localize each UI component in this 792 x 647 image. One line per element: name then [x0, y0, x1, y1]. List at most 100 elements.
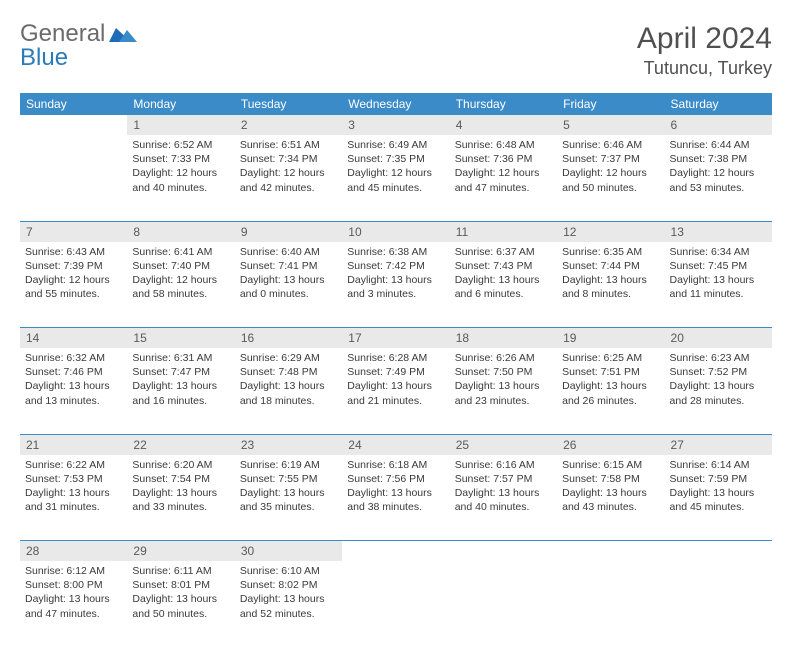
day-cell: Sunrise: 6:14 AMSunset: 7:59 PMDaylight:… [665, 455, 772, 541]
daynum-row: 14151617181920 [20, 328, 772, 349]
day-cell [557, 561, 664, 647]
day-number: 23 [235, 434, 342, 455]
weekday-header: Monday [127, 93, 234, 115]
header: General Blue April 2024 Tutuncu, Turkey [20, 22, 772, 79]
day-cell: Sunrise: 6:31 AMSunset: 7:47 PMDaylight:… [127, 348, 234, 434]
day-number: 29 [127, 541, 234, 562]
day-number: 3 [342, 115, 449, 135]
day-cell: Sunrise: 6:44 AMSunset: 7:38 PMDaylight:… [665, 135, 772, 221]
weekday-header-row: SundayMondayTuesdayWednesdayThursdayFrid… [20, 93, 772, 115]
day-info: Sunrise: 6:10 AMSunset: 8:02 PMDaylight:… [240, 564, 337, 621]
day-info: Sunrise: 6:28 AMSunset: 7:49 PMDaylight:… [347, 351, 444, 408]
calendar-body: 123456Sunrise: 6:52 AMSunset: 7:33 PMDay… [20, 115, 772, 647]
day-cell [20, 135, 127, 221]
day-cell: Sunrise: 6:52 AMSunset: 7:33 PMDaylight:… [127, 135, 234, 221]
day-number: 6 [665, 115, 772, 135]
day-info: Sunrise: 6:31 AMSunset: 7:47 PMDaylight:… [132, 351, 229, 408]
day-cell: Sunrise: 6:51 AMSunset: 7:34 PMDaylight:… [235, 135, 342, 221]
weekday-header: Saturday [665, 93, 772, 115]
day-number: 20 [665, 328, 772, 349]
day-number: 15 [127, 328, 234, 349]
week-row: Sunrise: 6:52 AMSunset: 7:33 PMDaylight:… [20, 135, 772, 221]
weekday-header: Sunday [20, 93, 127, 115]
day-number: 5 [557, 115, 664, 135]
week-row: Sunrise: 6:22 AMSunset: 7:53 PMDaylight:… [20, 455, 772, 541]
day-number: 12 [557, 221, 664, 242]
weekday-header: Thursday [450, 93, 557, 115]
day-number: 11 [450, 221, 557, 242]
day-number: 30 [235, 541, 342, 562]
day-cell: Sunrise: 6:34 AMSunset: 7:45 PMDaylight:… [665, 242, 772, 328]
day-cell: Sunrise: 6:46 AMSunset: 7:37 PMDaylight:… [557, 135, 664, 221]
daynum-row: 78910111213 [20, 221, 772, 242]
day-cell [665, 561, 772, 647]
weekday-header: Wednesday [342, 93, 449, 115]
day-info: Sunrise: 6:51 AMSunset: 7:34 PMDaylight:… [240, 138, 337, 195]
day-info: Sunrise: 6:49 AMSunset: 7:35 PMDaylight:… [347, 138, 444, 195]
day-info: Sunrise: 6:44 AMSunset: 7:38 PMDaylight:… [670, 138, 767, 195]
day-cell: Sunrise: 6:29 AMSunset: 7:48 PMDaylight:… [235, 348, 342, 434]
week-row: Sunrise: 6:43 AMSunset: 7:39 PMDaylight:… [20, 242, 772, 328]
day-number: 1 [127, 115, 234, 135]
day-info: Sunrise: 6:14 AMSunset: 7:59 PMDaylight:… [670, 458, 767, 515]
day-number [342, 541, 449, 562]
day-number: 2 [235, 115, 342, 135]
weekday-header: Tuesday [235, 93, 342, 115]
day-number: 16 [235, 328, 342, 349]
daynum-row: 282930 [20, 541, 772, 562]
day-info: Sunrise: 6:26 AMSunset: 7:50 PMDaylight:… [455, 351, 552, 408]
day-cell: Sunrise: 6:11 AMSunset: 8:01 PMDaylight:… [127, 561, 234, 647]
day-cell: Sunrise: 6:25 AMSunset: 7:51 PMDaylight:… [557, 348, 664, 434]
day-cell: Sunrise: 6:19 AMSunset: 7:55 PMDaylight:… [235, 455, 342, 541]
day-cell: Sunrise: 6:43 AMSunset: 7:39 PMDaylight:… [20, 242, 127, 328]
day-info: Sunrise: 6:25 AMSunset: 7:51 PMDaylight:… [562, 351, 659, 408]
day-number: 13 [665, 221, 772, 242]
day-cell: Sunrise: 6:32 AMSunset: 7:46 PMDaylight:… [20, 348, 127, 434]
calendar-table: SundayMondayTuesdayWednesdayThursdayFrid… [20, 93, 772, 647]
brand-logo: General Blue [20, 22, 137, 70]
brand-part1: General [20, 20, 105, 47]
day-cell: Sunrise: 6:18 AMSunset: 7:56 PMDaylight:… [342, 455, 449, 541]
day-number: 25 [450, 434, 557, 455]
day-cell: Sunrise: 6:10 AMSunset: 8:02 PMDaylight:… [235, 561, 342, 647]
day-cell: Sunrise: 6:41 AMSunset: 7:40 PMDaylight:… [127, 242, 234, 328]
day-info: Sunrise: 6:46 AMSunset: 7:37 PMDaylight:… [562, 138, 659, 195]
day-number: 27 [665, 434, 772, 455]
day-info: Sunrise: 6:22 AMSunset: 7:53 PMDaylight:… [25, 458, 122, 515]
title-block: April 2024 Tutuncu, Turkey [637, 22, 772, 79]
day-cell: Sunrise: 6:26 AMSunset: 7:50 PMDaylight:… [450, 348, 557, 434]
day-number: 22 [127, 434, 234, 455]
day-info: Sunrise: 6:19 AMSunset: 7:55 PMDaylight:… [240, 458, 337, 515]
day-cell: Sunrise: 6:20 AMSunset: 7:54 PMDaylight:… [127, 455, 234, 541]
day-cell: Sunrise: 6:37 AMSunset: 7:43 PMDaylight:… [450, 242, 557, 328]
day-info: Sunrise: 6:43 AMSunset: 7:39 PMDaylight:… [25, 245, 122, 302]
day-number: 9 [235, 221, 342, 242]
day-cell: Sunrise: 6:12 AMSunset: 8:00 PMDaylight:… [20, 561, 127, 647]
month-title: April 2024 [637, 22, 772, 56]
day-info: Sunrise: 6:11 AMSunset: 8:01 PMDaylight:… [132, 564, 229, 621]
day-cell: Sunrise: 6:16 AMSunset: 7:57 PMDaylight:… [450, 455, 557, 541]
day-info: Sunrise: 6:29 AMSunset: 7:48 PMDaylight:… [240, 351, 337, 408]
day-cell: Sunrise: 6:35 AMSunset: 7:44 PMDaylight:… [557, 242, 664, 328]
day-number: 8 [127, 221, 234, 242]
day-info: Sunrise: 6:48 AMSunset: 7:36 PMDaylight:… [455, 138, 552, 195]
day-info: Sunrise: 6:12 AMSunset: 8:00 PMDaylight:… [25, 564, 122, 621]
day-number: 4 [450, 115, 557, 135]
day-info: Sunrise: 6:40 AMSunset: 7:41 PMDaylight:… [240, 245, 337, 302]
day-info: Sunrise: 6:34 AMSunset: 7:45 PMDaylight:… [670, 245, 767, 302]
day-number: 28 [20, 541, 127, 562]
day-number: 7 [20, 221, 127, 242]
day-info: Sunrise: 6:18 AMSunset: 7:56 PMDaylight:… [347, 458, 444, 515]
day-info: Sunrise: 6:15 AMSunset: 7:58 PMDaylight:… [562, 458, 659, 515]
day-number: 18 [450, 328, 557, 349]
day-number: 17 [342, 328, 449, 349]
day-info: Sunrise: 6:38 AMSunset: 7:42 PMDaylight:… [347, 245, 444, 302]
day-info: Sunrise: 6:23 AMSunset: 7:52 PMDaylight:… [670, 351, 767, 408]
day-cell: Sunrise: 6:22 AMSunset: 7:53 PMDaylight:… [20, 455, 127, 541]
day-number: 10 [342, 221, 449, 242]
day-cell [450, 561, 557, 647]
day-cell: Sunrise: 6:28 AMSunset: 7:49 PMDaylight:… [342, 348, 449, 434]
day-info: Sunrise: 6:41 AMSunset: 7:40 PMDaylight:… [132, 245, 229, 302]
location-subtitle: Tutuncu, Turkey [637, 58, 772, 79]
day-cell [342, 561, 449, 647]
